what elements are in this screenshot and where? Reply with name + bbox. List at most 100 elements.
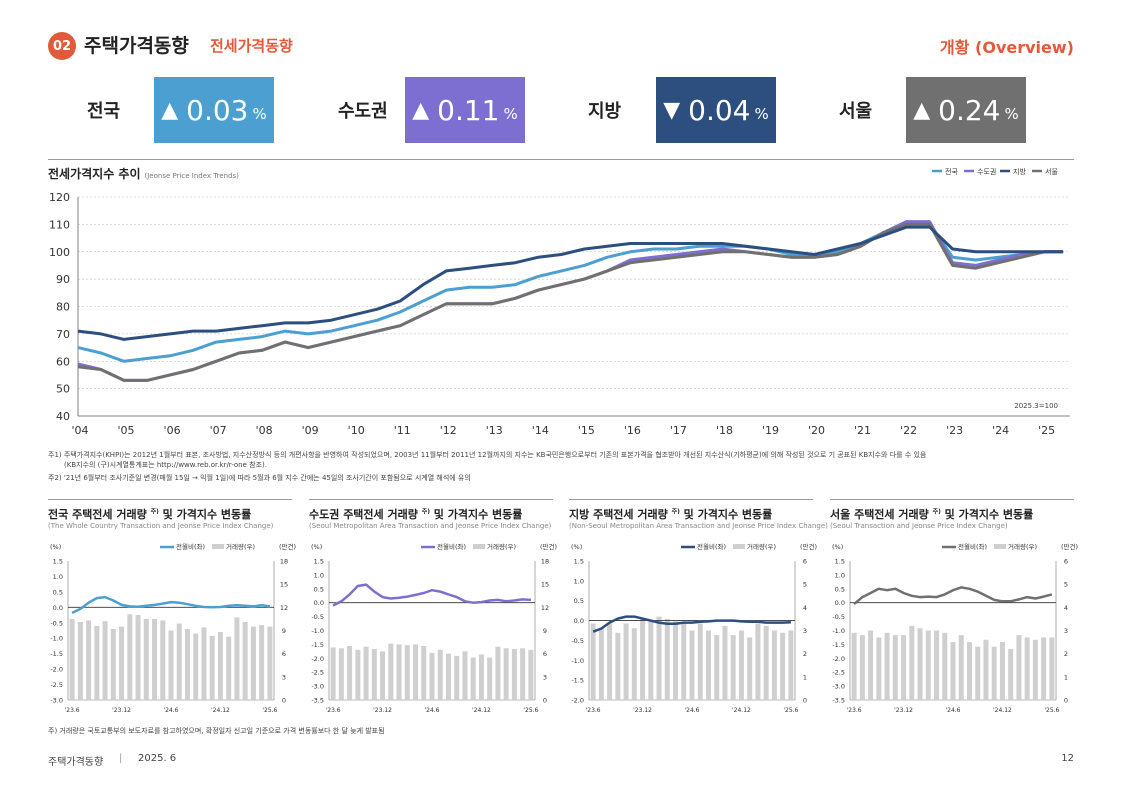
x-tick-label: '24.6	[945, 707, 960, 714]
y-left-tick: 1.0	[574, 577, 584, 585]
x-tick-label: '23	[946, 424, 963, 437]
volume-bar	[1032, 639, 1038, 700]
legend-label: 서울	[1045, 167, 1058, 176]
kpi-box-national: ▲ 0.03 %	[154, 77, 274, 143]
x-tick-label: '17	[670, 424, 687, 437]
volume-bar	[363, 646, 369, 700]
volume-bar	[689, 630, 695, 700]
y-left-tick: -1.5	[50, 650, 63, 658]
legend-bar-label: 거래량(우)	[487, 542, 516, 551]
series-line-전국	[77, 220, 1064, 363]
volume-bar	[991, 646, 997, 700]
volume-bar	[143, 618, 149, 700]
y-left-tick: 0.5	[314, 585, 324, 593]
left-unit: (%)	[832, 543, 843, 551]
volume-bar	[396, 644, 402, 700]
y-left-tick: -1.5	[571, 677, 584, 685]
volume-bar	[925, 630, 931, 700]
kpi-unit: %	[754, 105, 769, 123]
volume-bar	[267, 626, 273, 700]
x-tick-label: '24.12	[732, 707, 751, 714]
y-left-tick: 1.0	[835, 571, 845, 579]
volume-bar	[909, 625, 915, 700]
volume-bar	[437, 649, 443, 700]
volume-bar	[160, 620, 166, 700]
volume-bar	[705, 630, 711, 700]
volume-bar	[648, 621, 654, 700]
volume-bar	[86, 620, 92, 700]
y-tick-label: 50	[56, 383, 70, 396]
volume-bar	[755, 623, 761, 700]
volume-bar	[347, 645, 353, 700]
y-right-tick: 2	[1064, 650, 1068, 658]
series-line-지방	[77, 225, 1064, 341]
x-tick-label: '18	[716, 424, 733, 437]
kpi-unit: %	[503, 105, 518, 123]
volume-bar	[664, 618, 670, 700]
change-rate-line	[592, 615, 791, 633]
volume-bar	[631, 628, 637, 700]
divider	[48, 159, 1074, 160]
y-right-tick: 0	[803, 697, 807, 705]
x-tick-label: '20	[808, 424, 825, 437]
volume-bar	[1049, 637, 1055, 700]
x-tick-label: '25.6	[1044, 707, 1059, 714]
volume-bar	[876, 637, 882, 700]
volume-bar	[355, 649, 361, 700]
y-left-tick: -3.0	[311, 683, 324, 691]
x-tick-label: '15	[578, 424, 595, 437]
footer-title: 주택가격동향	[48, 757, 104, 768]
volume-bar	[722, 625, 728, 700]
x-tick-label: '25.6	[262, 707, 277, 714]
x-tick-label: '24.12	[211, 707, 230, 714]
y-right-tick: 6	[543, 650, 547, 658]
footnote-2: 주2) '21년 6월부터 조사기준일 변경(매월 15일 → 익월 1일)에 …	[48, 474, 471, 482]
volume-bar	[859, 635, 865, 700]
y-right-tick: 6	[803, 558, 807, 566]
volume-bar	[730, 635, 736, 700]
y-tick-label: 110	[49, 218, 70, 231]
volume-bar	[884, 632, 890, 700]
volume-bar	[380, 651, 386, 700]
volume-bar	[714, 635, 720, 700]
volume-bar	[413, 644, 419, 700]
x-tick-label: '11	[394, 424, 411, 437]
volume-bar	[487, 657, 493, 700]
y-left-tick: -2.0	[571, 697, 584, 705]
y-left-tick: 1.5	[574, 558, 584, 566]
footnote-1: 주1) 주택가격지수(KHPI)는 2012년 1월부터 표본, 조사방법, 지…	[48, 451, 927, 459]
x-tick-label: '13	[486, 424, 503, 437]
volume-bar	[119, 626, 125, 700]
base-note: 2025.3=100	[1014, 402, 1058, 410]
volume-bar	[234, 617, 240, 700]
page-subtitle: 전세가격동향	[210, 37, 293, 55]
x-tick-label: '25	[1038, 424, 1055, 437]
x-tick-label: '24	[992, 424, 1009, 437]
x-tick-label: '24.6	[163, 707, 178, 714]
small-bar-line-chart: (%) (만건) 전월비(좌) 거래량(우) 1.5 1.0 0.5 0.0 -0.5 -1.0 -…	[571, 542, 817, 714]
volume-bar	[673, 621, 679, 700]
small-bar-line-chart: (%) (만건) 전월비(좌) 거래량(우) 1.5 1.0 0.5 0.0 -0.5 -1.0 -…	[832, 542, 1078, 714]
small-chart-title-rest: 및 가격지수 변동률	[429, 508, 523, 521]
y-left-tick: -1.0	[311, 627, 324, 635]
y-left-tick: -1.0	[50, 635, 63, 643]
y-tick-label: 40	[56, 410, 70, 423]
legend-bar-label: 거래량(우)	[226, 542, 255, 551]
small-chart-subtitle: (Non-Seoul Metropolitan Area Transaction…	[569, 522, 828, 530]
volume-bar	[747, 637, 753, 700]
main-chart-title-ko: 전세가격지수 추이	[48, 167, 141, 181]
y-left-tick: 1.5	[314, 558, 324, 566]
kpi-value: 0.04	[688, 93, 751, 127]
y-right-tick: 18	[280, 558, 288, 566]
y-left-tick: 0.0	[314, 599, 324, 607]
y-left-tick: 0.0	[574, 617, 584, 625]
volume-bar	[201, 627, 207, 700]
kpi-box-local: ▼ 0.04 %	[656, 77, 776, 143]
y-right-tick: 1	[1064, 673, 1068, 681]
legend-label: 수도권	[977, 168, 996, 176]
volume-bar	[590, 623, 596, 700]
volume-bar	[511, 649, 517, 700]
x-tick-label: '09	[302, 424, 319, 437]
x-tick-label: '21	[854, 424, 871, 437]
small-chart-title-rest: 및 가격지수 변동률	[679, 508, 773, 521]
